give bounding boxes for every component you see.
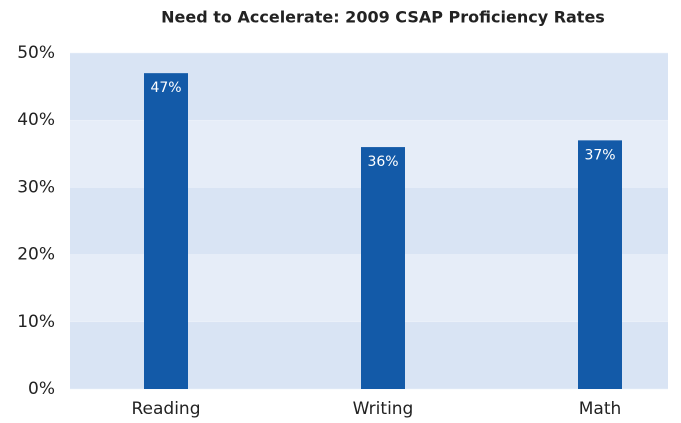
y-tick-label: 10% xyxy=(17,312,55,332)
x-tick-label: Writing xyxy=(353,399,414,419)
y-tick-label: 0% xyxy=(28,379,55,399)
chart-title: Need to Accelerate: 2009 CSAP Proficienc… xyxy=(161,8,605,27)
value-label: 37% xyxy=(584,147,615,163)
y-tick-label: 50% xyxy=(17,43,55,63)
y-tick-label: 30% xyxy=(17,177,55,197)
y-tick-label: 40% xyxy=(17,110,55,130)
bar xyxy=(578,140,622,389)
bar xyxy=(144,73,188,389)
x-tick-label: Reading xyxy=(131,399,200,419)
x-tick-label: Math xyxy=(579,399,622,419)
value-label: 36% xyxy=(367,154,398,170)
value-label: 47% xyxy=(150,80,181,96)
y-tick-label: 20% xyxy=(17,245,55,265)
bar xyxy=(361,147,405,389)
